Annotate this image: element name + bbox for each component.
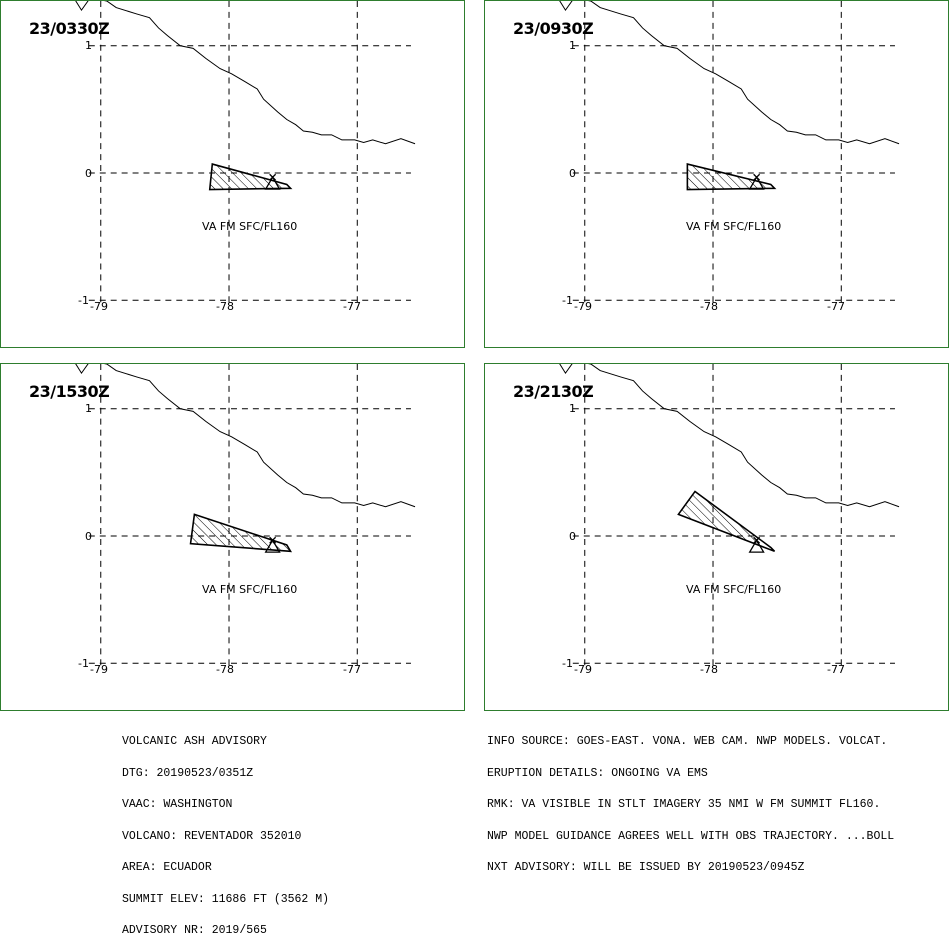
x-tick-77: -77: [827, 663, 845, 676]
ash-cloud-polygon: [677, 490, 776, 553]
panel-time: 23/0330Z: [29, 19, 110, 38]
map-2: [559, 1, 900, 305]
advisory-line: ADVISORY NR: 2019/565: [122, 924, 267, 937]
map-3: [75, 364, 416, 668]
y-tick-neg1: -1: [562, 294, 573, 307]
panel-time: 23/0930Z: [513, 19, 594, 38]
advisory-left-text: VOLCANIC ASH ADVISORY DTG: 20190523/0351…: [122, 716, 329, 947]
ash-label: VA FM SFC/FL160: [686, 220, 782, 233]
advisory-line: DTG: 20190523/0351Z: [122, 766, 254, 780]
panel-1: 23/0330Z VA FM SFC/FL160 1 0 -1 -79 -78 …: [0, 0, 465, 348]
map-1: [75, 1, 416, 305]
y-tick-neg1: -1: [78, 657, 89, 670]
volcano-icon: [748, 538, 765, 553]
advisory-line: VAAC: WASHINGTON: [122, 798, 233, 811]
volcano-icon: [748, 175, 765, 190]
panel-3: 23/1530Z VA FM SFC/FL160 1 0 -1 -79 -78 …: [0, 363, 465, 711]
advisory-line: ERUPTION DETAILS: ONGOING VA EMS: [487, 766, 708, 780]
volcano-icon: [264, 538, 281, 553]
x-tick-79: -79: [90, 300, 108, 313]
volcano-x-mark: [269, 536, 277, 544]
volcano-x-mark: [753, 173, 761, 181]
y-tick-0: 0: [569, 530, 576, 543]
y-tick-0: 0: [569, 167, 576, 180]
panel-time: 23/1530Z: [29, 382, 110, 401]
panel-2: 23/0930Z VA FM SFC/FL160 1 0 -1 -79 -78 …: [484, 0, 949, 348]
coastline: [559, 364, 900, 508]
y-tick-0: 0: [85, 530, 92, 543]
coastline: [559, 1, 900, 145]
advisory-line: NWP MODEL GUIDANCE AGREES WELL WITH OBS …: [487, 829, 895, 843]
ash-label: VA FM SFC/FL160: [202, 583, 298, 596]
ash-label: VA FM SFC/FL160: [202, 220, 298, 233]
volcano-x-mark: [269, 173, 277, 181]
advisory-line: INFO SOURCE: GOES-EAST. VONA. WEB CAM. N…: [487, 735, 888, 748]
y-tick-1: 1: [569, 39, 576, 52]
panel-4: 23/2130Z VA FM SFC/FL160 1 0 -1 -79 -78 …: [484, 363, 949, 711]
ash-label: VA FM SFC/FL160: [686, 583, 782, 596]
x-tick-78: -78: [216, 663, 234, 676]
x-tick-78: -78: [700, 300, 718, 313]
x-tick-77: -77: [827, 300, 845, 313]
x-tick-78: -78: [700, 663, 718, 676]
x-tick-77: -77: [343, 300, 361, 313]
ash-cloud-polygon: [189, 513, 293, 553]
y-tick-1: 1: [85, 39, 92, 52]
volcano-x-mark: [753, 536, 761, 544]
volcano-icon: [264, 175, 281, 190]
advisory-right-text: INFO SOURCE: GOES-EAST. VONA. WEB CAM. N…: [487, 716, 894, 884]
advisory-line: VOLCANO: REVENTADOR 352010: [122, 829, 302, 843]
coastline: [75, 1, 416, 145]
advisory-line: AREA: ECUADOR: [122, 861, 212, 874]
advisory-line: SUMMIT ELEV: 11686 FT (3562 M): [122, 892, 330, 906]
y-tick-1: 1: [569, 402, 576, 415]
advisory-line: NXT ADVISORY: WILL BE ISSUED BY 20190523…: [487, 861, 805, 874]
coastline: [75, 364, 416, 508]
x-tick-78: -78: [216, 300, 234, 313]
map-4: [559, 364, 900, 668]
ash-cloud-polygon: [208, 163, 293, 191]
advisory-line: RMK: VA VISIBLE IN STLT IMAGERY 35 NMI W…: [487, 798, 881, 811]
y-tick-0: 0: [85, 167, 92, 180]
x-tick-79: -79: [90, 663, 108, 676]
x-tick-77: -77: [343, 663, 361, 676]
advisory-line: VOLCANIC ASH ADVISORY: [122, 735, 267, 748]
x-tick-79: -79: [574, 300, 592, 313]
y-tick-neg1: -1: [78, 294, 89, 307]
y-tick-neg1: -1: [562, 657, 573, 670]
y-tick-1: 1: [85, 402, 92, 415]
panel-time: 23/2130Z: [513, 382, 594, 401]
x-tick-79: -79: [574, 663, 592, 676]
